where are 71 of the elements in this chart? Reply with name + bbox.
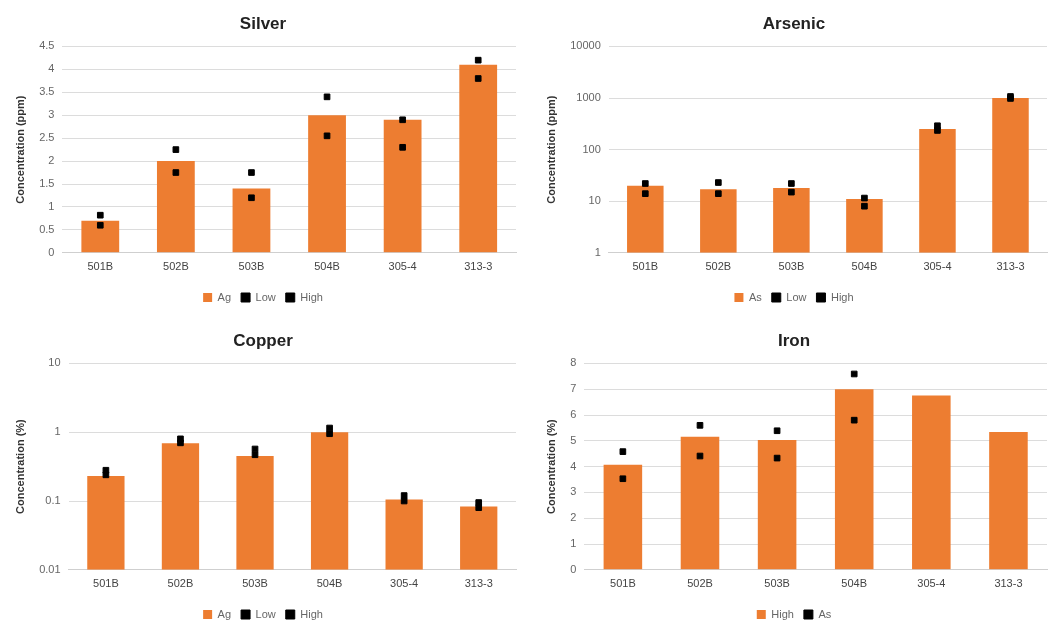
legend-label: High — [300, 290, 323, 303]
x-tick-label: 504B — [316, 577, 343, 590]
y-tick-label: 1 — [570, 537, 577, 550]
y-tick-label: 7 — [570, 382, 577, 395]
x-tick-label: 504B — [851, 260, 878, 273]
x-tick-label: 501B — [93, 577, 119, 590]
y-tick-label: 3 — [570, 485, 577, 498]
x-tick-label: 504B — [314, 260, 340, 273]
legend-label: Low — [786, 290, 807, 303]
y-tick-label: 100 — [582, 142, 601, 155]
chart-title: Iron — [777, 330, 811, 350]
y-axis-title: Concentration (ppm) — [13, 95, 26, 204]
y-tick-label: 6 — [570, 408, 577, 421]
x-tick-label: 501B — [632, 260, 659, 273]
y-tick-label: 3.5 — [39, 85, 55, 98]
legend-label: Low — [255, 290, 276, 303]
legend-label: High — [771, 607, 794, 620]
y-tick-label: 1 — [594, 245, 601, 258]
x-tick-label: 502B — [687, 577, 713, 590]
y-tick-label: 1.5 — [39, 177, 55, 190]
x-tick-label: 503B — [764, 577, 790, 590]
y-tick-label: 8 — [570, 356, 577, 369]
x-tick-label: 502B — [167, 577, 194, 590]
x-tick-label: 305-4 — [388, 260, 417, 273]
y-tick-label: 1000 — [576, 91, 601, 104]
x-tick-label: 502B — [163, 260, 189, 273]
legend-label: As — [818, 607, 832, 620]
x-tick-label: 313-3 — [994, 577, 1023, 590]
x-tick-label: 503B — [238, 260, 265, 273]
y-tick-label: 0.01 — [39, 562, 61, 575]
legend-label: High — [830, 290, 854, 303]
x-tick-label: 305-4 — [923, 260, 952, 273]
y-tick-label: 1 — [54, 425, 61, 438]
y-tick-label: 10 — [48, 356, 61, 369]
y-axis-title: Concentration (%) — [544, 418, 557, 514]
chart-title: Arsenic — [762, 13, 826, 33]
x-tick-label: 313-3 — [996, 260, 1025, 273]
x-tick-label: 501B — [610, 577, 636, 590]
chart-title: Copper — [233, 330, 294, 350]
x-tick-label: 504B — [841, 577, 868, 590]
x-tick-label: 503B — [778, 260, 805, 273]
y-tick-label: 10 — [588, 194, 601, 207]
x-tick-label: 313-3 — [464, 577, 493, 590]
y-tick-label: 2.5 — [39, 131, 55, 144]
legend-label: High — [300, 607, 323, 620]
y-tick-label: 5 — [570, 433, 577, 446]
x-tick-label: 501B — [87, 260, 114, 273]
y-tick-label: 4 — [48, 62, 55, 75]
y-tick-label: 1 — [48, 199, 55, 212]
legend-label: Ag — [217, 607, 232, 620]
y-tick-label: 3 — [48, 108, 55, 121]
y-tick-label: 0.1 — [45, 494, 61, 507]
y-tick-label: 4.5 — [39, 39, 55, 52]
chart-title: Silver — [239, 13, 287, 33]
x-tick-label: 305-4 — [917, 577, 946, 590]
y-tick-label: 2 — [570, 511, 577, 524]
legend-label: Ag — [217, 290, 232, 303]
y-tick-label: 0 — [48, 245, 55, 258]
y-tick-label: 4 — [570, 459, 577, 472]
y-tick-label: 10000 — [570, 39, 601, 52]
legend-label: Low — [255, 607, 276, 620]
y-axis-title: Concentration (%) — [13, 418, 26, 514]
y-tick-label: 2 — [48, 154, 55, 167]
y-tick-label: 0.5 — [39, 222, 55, 235]
y-axis-title: Concentration (ppm) — [544, 95, 557, 204]
x-tick-label: 503B — [242, 577, 268, 590]
y-tick-label: 0 — [570, 562, 577, 575]
x-tick-label: 313-3 — [464, 260, 493, 273]
legend-label: As — [748, 290, 763, 303]
x-tick-label: 502B — [705, 260, 732, 273]
x-tick-label: 305-4 — [390, 577, 419, 590]
